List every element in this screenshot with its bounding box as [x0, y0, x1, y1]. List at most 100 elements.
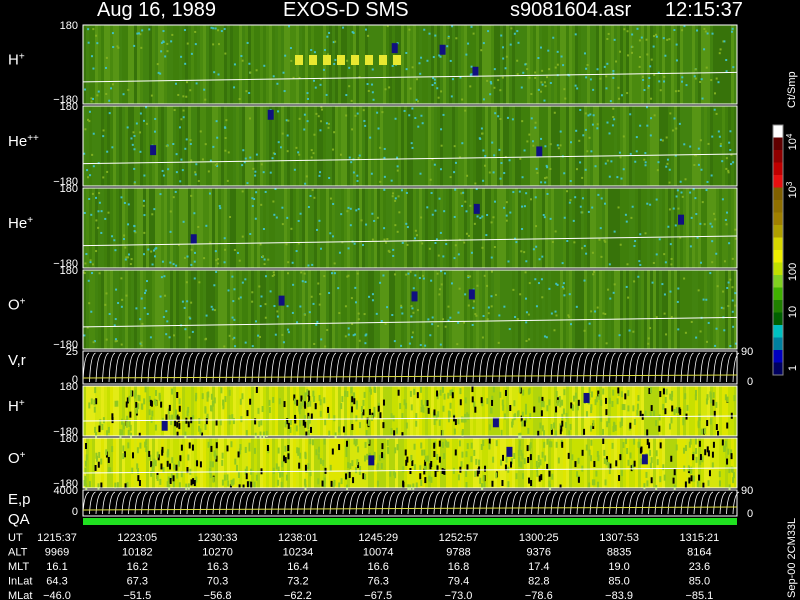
stripe	[386, 270, 389, 349]
stripe	[308, 270, 311, 349]
speck	[224, 149, 227, 152]
speck	[525, 416, 528, 423]
tick-sup: 3	[785, 181, 794, 186]
trace	[82, 467, 738, 474]
speck	[215, 120, 218, 123]
speck	[727, 304, 730, 307]
stripe	[188, 438, 191, 488]
speck	[95, 219, 98, 222]
speck	[124, 246, 127, 249]
stripe	[728, 438, 731, 488]
speck	[423, 28, 426, 31]
speck	[536, 470, 539, 477]
speck	[544, 85, 547, 88]
speck	[644, 232, 647, 235]
speck	[318, 395, 321, 402]
stripe	[494, 106, 497, 186]
speck	[716, 285, 719, 288]
speck	[514, 315, 517, 318]
speck	[143, 292, 146, 295]
stripe	[413, 106, 416, 186]
speck	[700, 168, 703, 171]
panel-label: He++	[8, 133, 39, 151]
stripe	[422, 106, 425, 186]
speck	[407, 484, 410, 491]
stripe	[404, 270, 407, 349]
speck	[597, 390, 600, 397]
speck	[556, 50, 559, 53]
speck	[87, 28, 90, 31]
speck	[694, 389, 697, 396]
stripe	[554, 270, 557, 349]
speck	[272, 467, 275, 474]
stripe	[542, 438, 545, 488]
stripe	[611, 270, 614, 349]
speck	[401, 241, 404, 244]
speck	[98, 272, 101, 275]
stripe	[137, 188, 140, 268]
stripe	[353, 188, 356, 268]
stripe	[173, 25, 176, 104]
stripe	[569, 25, 572, 104]
speck	[689, 145, 692, 148]
speck	[254, 170, 257, 173]
stripe	[191, 106, 194, 186]
speck	[114, 482, 117, 489]
speck	[298, 420, 301, 427]
speck	[541, 69, 544, 72]
speck	[711, 135, 714, 138]
speck	[207, 441, 210, 448]
speck	[546, 192, 549, 195]
speck	[478, 466, 481, 473]
speck	[92, 341, 95, 344]
stripe	[434, 25, 437, 104]
stripe	[332, 386, 335, 436]
speck	[282, 341, 285, 344]
stripe	[302, 386, 305, 436]
speck	[83, 211, 86, 214]
speck	[581, 197, 584, 200]
stripe	[263, 106, 266, 186]
speck	[123, 451, 126, 458]
speck	[86, 176, 89, 179]
stripe	[692, 106, 695, 186]
speck	[91, 97, 94, 100]
speck	[648, 442, 651, 449]
speck	[679, 236, 682, 239]
speck	[461, 416, 464, 423]
speck	[664, 54, 667, 57]
stripe	[503, 25, 506, 104]
speck	[466, 443, 469, 450]
stripe	[560, 270, 563, 349]
speck	[188, 336, 191, 339]
speck	[734, 304, 737, 307]
speck	[464, 397, 467, 404]
speck	[666, 158, 669, 161]
speck	[275, 216, 278, 219]
stripe	[230, 270, 233, 349]
speck	[403, 109, 406, 112]
stripe	[449, 270, 452, 349]
speck	[125, 421, 128, 428]
speck	[405, 459, 408, 466]
bright	[379, 55, 387, 65]
speck	[429, 178, 432, 181]
stripe	[647, 386, 650, 436]
stripe	[116, 188, 119, 268]
speck	[153, 458, 156, 465]
speck	[657, 161, 660, 164]
stripe	[569, 188, 572, 268]
stripe	[203, 270, 206, 349]
colorbar-cell	[773, 287, 783, 300]
stripe	[335, 188, 338, 268]
stripe	[140, 25, 143, 104]
stripe	[155, 25, 158, 104]
stripe	[650, 188, 653, 268]
speck	[151, 466, 154, 473]
speck	[563, 389, 566, 396]
speck	[677, 207, 680, 210]
stripe	[488, 270, 491, 349]
speck	[570, 323, 573, 326]
speck	[487, 312, 490, 315]
speck	[373, 451, 376, 458]
